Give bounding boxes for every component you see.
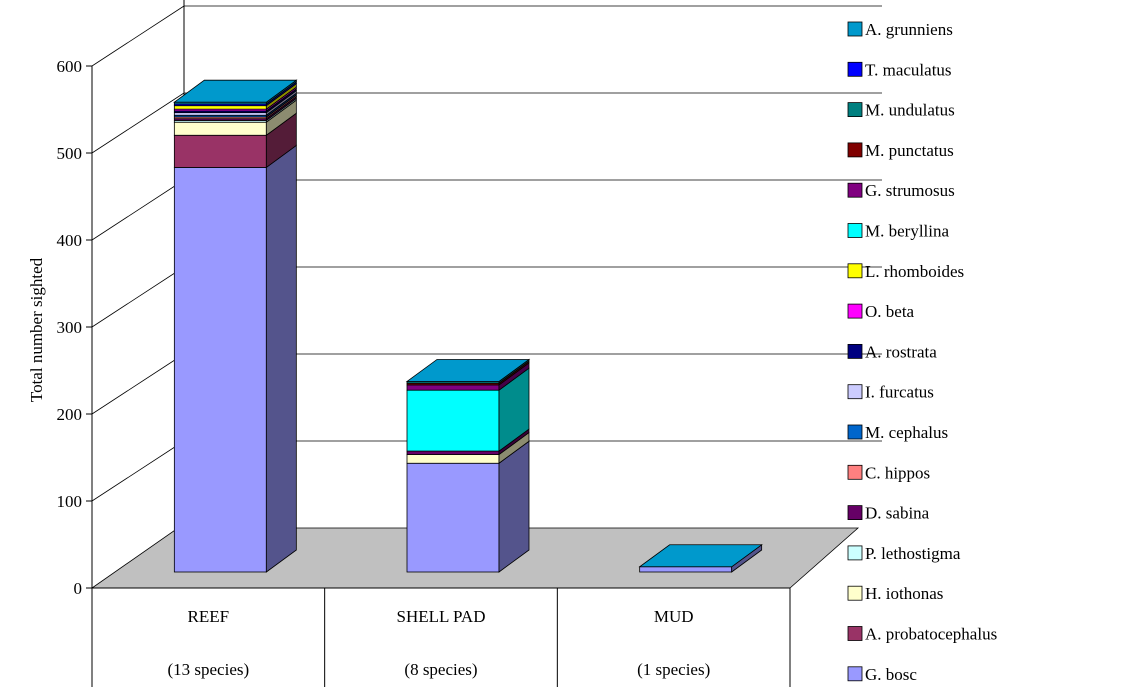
legend-item: M. undulatus bbox=[847, 101, 955, 120]
legend-item: D. sabina bbox=[847, 504, 930, 523]
y-tick-label: 300 bbox=[57, 318, 83, 337]
legend-label: M. beryllina bbox=[865, 222, 949, 241]
legend-swatch bbox=[847, 223, 863, 238]
category-species-count: (13 species) bbox=[167, 660, 249, 679]
legend-swatch bbox=[847, 384, 863, 400]
legend-label: T. maculatus bbox=[865, 60, 952, 79]
legend-item: L. rhomboides bbox=[847, 262, 964, 281]
bar-top bbox=[405, 359, 531, 382]
legend-swatch bbox=[847, 626, 863, 641]
bar-front bbox=[406, 384, 500, 391]
legend-item: A. grunniens bbox=[847, 20, 953, 39]
category-label: SHELL PAD bbox=[397, 607, 486, 626]
legend-label: D. sabina bbox=[865, 504, 930, 523]
y-tick-label: 200 bbox=[57, 405, 83, 424]
legend-item: O. beta bbox=[847, 302, 915, 321]
legend-label: C. hippos bbox=[865, 463, 930, 482]
legend-item: P. lethostigma bbox=[847, 544, 961, 563]
legend-item: M. beryllina bbox=[847, 222, 949, 241]
legend-swatch bbox=[847, 102, 863, 117]
bar-front bbox=[173, 134, 267, 168]
legend-label: G. strumosus bbox=[865, 181, 955, 200]
gridline-side bbox=[91, 179, 185, 241]
legend-swatch bbox=[847, 505, 863, 521]
bar-stack-reef bbox=[173, 79, 298, 573]
legend-item: G. strumosus bbox=[847, 181, 955, 200]
legend-label: P. lethostigma bbox=[865, 544, 961, 563]
bar-top bbox=[638, 544, 763, 568]
legend-item: T. maculatus bbox=[847, 60, 952, 79]
bar-segment bbox=[406, 440, 530, 573]
y-axis: 0 100 200 300 400 500 600 bbox=[57, 57, 93, 598]
category-species-count: (8 species) bbox=[404, 660, 477, 679]
legend-label: A. rostrata bbox=[865, 342, 937, 361]
y-tick-label: 100 bbox=[57, 492, 83, 511]
bar-front bbox=[406, 454, 500, 464]
y-tick-label: 500 bbox=[57, 144, 83, 163]
gridline-side bbox=[91, 440, 185, 502]
legend-item: A. probatocephalus bbox=[847, 625, 997, 644]
bar-segment bbox=[406, 367, 530, 452]
legend-swatch bbox=[847, 263, 863, 279]
bar-stack-shell-pad bbox=[405, 358, 531, 573]
bar-stack-mud bbox=[638, 543, 763, 573]
bar-front bbox=[173, 121, 267, 136]
bars bbox=[173, 79, 763, 573]
bar-side bbox=[265, 144, 297, 573]
gridline-side bbox=[91, 92, 185, 154]
bar-front bbox=[406, 462, 500, 573]
legend-swatch bbox=[847, 21, 863, 37]
legend-label: O. beta bbox=[865, 302, 915, 321]
category-species-count: (1 species) bbox=[637, 660, 710, 679]
legend-swatch bbox=[847, 343, 863, 359]
legend-swatch bbox=[847, 585, 863, 601]
gridline-side bbox=[91, 5, 185, 67]
legend-item: A. rostrata bbox=[847, 342, 937, 361]
legend-item: M. punctatus bbox=[847, 141, 954, 160]
legend-swatch bbox=[847, 182, 863, 198]
category-label: MUD bbox=[654, 607, 694, 626]
legend-label: L. rhomboides bbox=[865, 262, 964, 281]
legend-swatch bbox=[847, 464, 863, 480]
legend-label: A. probatocephalus bbox=[865, 625, 997, 644]
y-axis-label: Total number sighted bbox=[27, 257, 46, 402]
legend-item: G. bosc bbox=[847, 665, 917, 684]
legend-label: M. cephalus bbox=[865, 423, 948, 442]
gridline-side bbox=[91, 266, 185, 328]
legend-swatch bbox=[847, 666, 863, 682]
legend-swatch bbox=[847, 545, 863, 561]
legend: A. grunniens T. maculatus M. undulatus M. p… bbox=[847, 20, 997, 684]
bar-front bbox=[173, 167, 267, 573]
bar-side bbox=[498, 440, 530, 573]
y-tick-label: 600 bbox=[57, 57, 83, 76]
gridline-side bbox=[91, 353, 185, 415]
legend-label: M. undulatus bbox=[865, 101, 955, 120]
y-tick-label: 400 bbox=[57, 231, 83, 250]
category-label: REEF bbox=[188, 607, 230, 626]
bar-top bbox=[173, 79, 298, 103]
bar-front bbox=[406, 450, 500, 455]
bar-segment bbox=[173, 112, 297, 169]
bar-front bbox=[406, 389, 500, 452]
bar-front bbox=[173, 105, 267, 110]
legend-swatch bbox=[847, 142, 863, 158]
legend-swatch bbox=[847, 424, 863, 440]
legend-item: M. cephalus bbox=[847, 423, 948, 442]
legend-swatch bbox=[847, 61, 863, 77]
y-tick-label: 0 bbox=[74, 579, 83, 598]
legend-label: G. bosc bbox=[865, 665, 917, 684]
legend-label: M. punctatus bbox=[865, 141, 954, 160]
bar-front bbox=[639, 566, 733, 573]
legend-label: H. iothonas bbox=[865, 584, 943, 603]
legend-item: H. iothonas bbox=[847, 584, 943, 603]
legend-item: C. hippos bbox=[847, 463, 930, 482]
legend-label: A. grunniens bbox=[865, 20, 953, 39]
x-axis-table: REEF (13 species) SHELL PAD (8 species) MUD (… bbox=[91, 587, 791, 687]
bar-segment bbox=[173, 144, 297, 573]
legend-label: I. furcatus bbox=[865, 383, 934, 402]
legend-item: I. furcatus bbox=[847, 383, 934, 402]
legend-swatch bbox=[847, 303, 863, 319]
